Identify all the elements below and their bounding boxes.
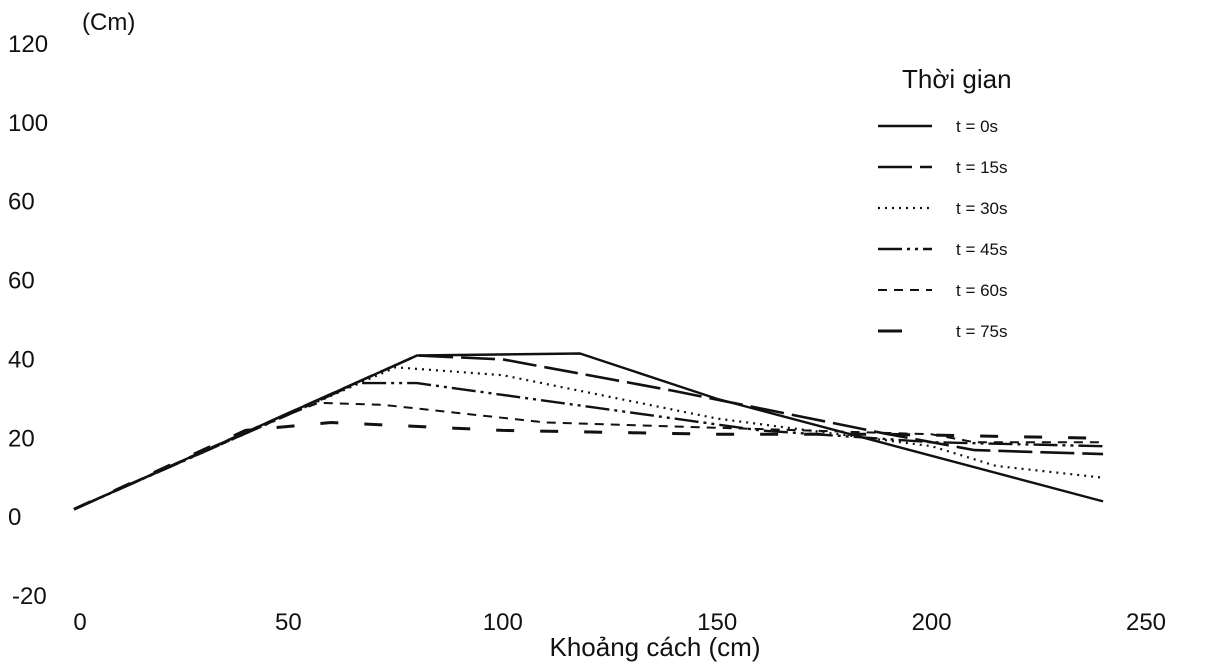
y-tick-label: 60: [8, 189, 35, 216]
y-tick-label: 20: [8, 425, 35, 452]
legend-label: t = 60s: [956, 281, 1008, 300]
x-tick-label: 50: [275, 609, 302, 636]
legend-title: Thời gian: [902, 64, 1012, 94]
legend-label: t = 45s: [956, 240, 1008, 259]
legend-label: t = 0s: [956, 117, 998, 136]
series-line: [73, 354, 1104, 511]
y-tick-label: 100: [8, 110, 48, 137]
y-tick-label: 40: [8, 346, 35, 373]
legend-label: t = 30s: [956, 199, 1008, 218]
series-line: [73, 421, 1104, 511]
x-tick-label: 250: [1126, 609, 1166, 636]
legend-label: t = 75s: [956, 322, 1008, 341]
x-axis-ticks: 0 50 100 150 200 250: [73, 609, 1166, 636]
y-tick-label: 0: [8, 504, 21, 531]
series-line: [73, 366, 1104, 511]
x-axis-label: Khoảng cách (cm): [550, 632, 761, 662]
x-tick-label: 200: [912, 609, 952, 636]
y-tick-label: 60: [8, 268, 35, 295]
y-axis-ticks: 120 100 60 60 40 20 0 -20: [8, 31, 48, 610]
series-line: [73, 401, 1104, 511]
x-tick-label: 0: [73, 609, 86, 636]
series-line: [73, 381, 1104, 511]
series-lines: [73, 352, 1104, 511]
legend-items: t = 0s t = 15s t = 30s t = 45s t = 60s t = 75…: [878, 117, 1008, 341]
y-tick-label: -20: [12, 583, 47, 610]
series-line: [73, 352, 1104, 511]
y-axis-unit-label: (Cm): [82, 9, 135, 36]
x-tick-label: 100: [483, 609, 523, 636]
x-tick-label: 150: [697, 609, 737, 636]
legend-label: t = 15s: [956, 158, 1008, 177]
y-tick-label: 120: [8, 31, 48, 58]
